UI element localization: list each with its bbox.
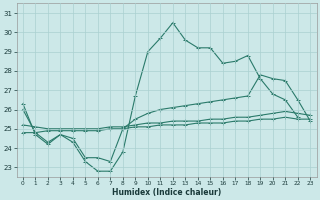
X-axis label: Humidex (Indice chaleur): Humidex (Indice chaleur) — [112, 188, 221, 197]
